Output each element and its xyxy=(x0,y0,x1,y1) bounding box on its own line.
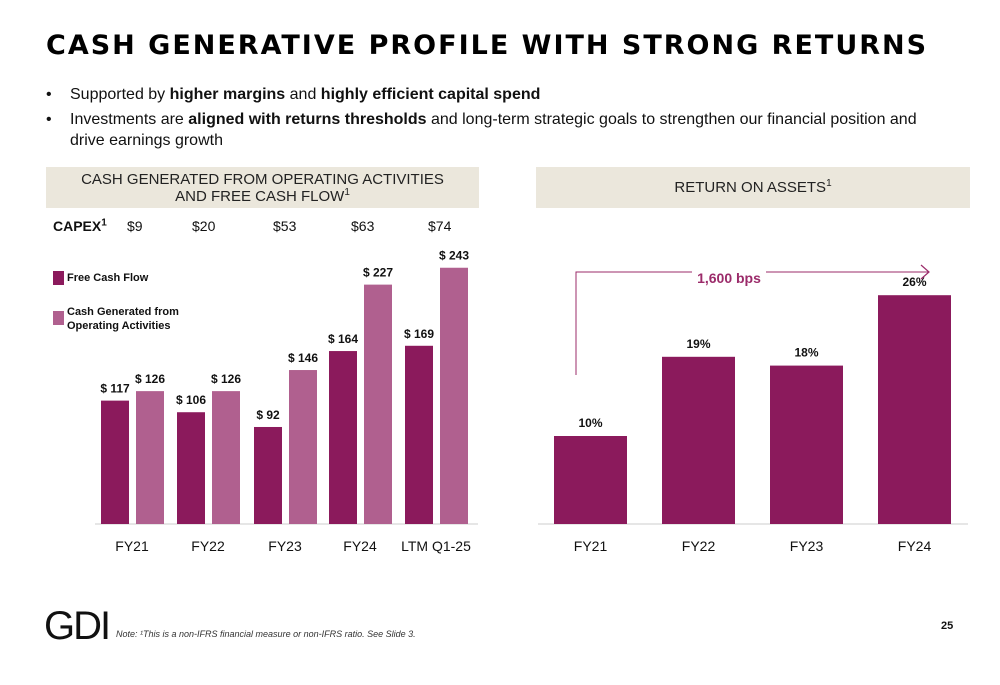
bullet-text: Investments are xyxy=(70,111,189,128)
bar-free-cash-flow xyxy=(254,426,282,524)
data-label-operating-cash: $ 146 xyxy=(288,351,318,365)
legend-swatch-free-cash-flow xyxy=(53,271,64,285)
x-tick-label: FY21 xyxy=(115,538,149,554)
bps-bracket-line xyxy=(575,271,692,375)
bar-free-cash-flow xyxy=(177,412,205,524)
footnote-marker: 1 xyxy=(344,186,350,198)
x-tick-label: FY22 xyxy=(682,538,716,554)
bar-free-cash-flow xyxy=(329,351,357,524)
x-tick-label: FY22 xyxy=(191,538,225,554)
data-label-free-cash-flow: $ 117 xyxy=(100,382,130,396)
bar-operating-cash xyxy=(440,267,468,524)
bar-operating-cash xyxy=(212,391,240,524)
capex-label: CAPEX1 xyxy=(53,218,107,234)
capex-value: $20 xyxy=(192,218,216,234)
bar-return-on-assets xyxy=(878,295,951,524)
data-label-free-cash-flow: $ 106 xyxy=(176,393,206,407)
bar-operating-cash xyxy=(136,391,164,524)
x-tick-label: FY23 xyxy=(268,538,302,554)
bullet-text-bold: higher margins xyxy=(169,86,286,103)
capex-value: $53 xyxy=(273,218,297,234)
x-tick-label: LTM Q1-25 xyxy=(401,538,471,554)
bar-return-on-assets xyxy=(554,436,627,524)
x-tick-label: FY21 xyxy=(574,538,608,554)
footnote-marker: 1 xyxy=(826,178,832,189)
capex-value: $74 xyxy=(428,218,452,234)
cash-chart-header-line2-text: AND FREE CASH FLOW xyxy=(175,187,345,205)
bullet-text-bold: aligned with returns thresholds xyxy=(188,111,427,128)
bullet-item: • Supported by higher margins and highly… xyxy=(46,84,946,105)
roa-chart-header-text: RETURN ON ASSETS xyxy=(674,179,827,196)
bullet-marker: • xyxy=(46,111,52,128)
bar-return-on-assets xyxy=(770,365,843,524)
data-label-free-cash-flow: $ 164 xyxy=(328,332,358,346)
roa-chart-header: RETURN ON ASSETS1 xyxy=(536,167,970,208)
legend-label-free-cash-flow: Free Cash Flow xyxy=(67,272,149,284)
bullet-text: Supported by xyxy=(70,86,170,103)
cash-chart-header-line2: AND FREE CASH FLOW1 xyxy=(175,186,350,205)
cash-chart-header: CASH GENERATED FROM OPERATING ACTIVITIES… xyxy=(46,167,479,208)
data-label-operating-cash: $ 126 xyxy=(135,372,165,386)
bar-operating-cash xyxy=(289,370,317,524)
capex-value: $9 xyxy=(127,218,143,234)
bar-operating-cash xyxy=(364,284,392,524)
data-label-free-cash-flow: $ 92 xyxy=(256,408,280,422)
bullet-marker: • xyxy=(46,86,52,103)
page-title: CASH GENERATIVE PROFILE WITH STRONG RETU… xyxy=(46,30,929,61)
data-label-return-on-assets: 18% xyxy=(794,346,818,360)
legend-label-operating-cash: Cash Generated from Operating Activities xyxy=(67,306,179,332)
bullet-text: and long-term strategic goals to strengt… xyxy=(70,111,917,149)
capex-label-text: CAPEX xyxy=(53,218,102,234)
bullet-text: and xyxy=(285,86,321,103)
cash-chart-header-line1: CASH GENERATED FROM OPERATING ACTIVITIES xyxy=(81,170,444,188)
data-label-free-cash-flow: $ 169 xyxy=(404,327,434,341)
x-tick-label: FY24 xyxy=(343,538,377,554)
legend-swatch-operating-cash xyxy=(53,311,64,325)
bps-annotation: 1,600 bps xyxy=(697,270,761,286)
data-label-return-on-assets: 19% xyxy=(686,337,710,351)
data-label-operating-cash: $ 227 xyxy=(363,266,393,280)
roa-chart-header-line: RETURN ON ASSETS1 xyxy=(674,178,832,197)
bullet-list: • Supported by higher margins and highly… xyxy=(46,84,946,155)
footnote-marker: 1 xyxy=(101,217,107,229)
bar-return-on-assets xyxy=(662,356,735,524)
x-tick-label: FY23 xyxy=(790,538,824,554)
data-label-operating-cash: $ 243 xyxy=(439,249,469,263)
footnote: Note: ¹This is a non-IFRS financial meas… xyxy=(116,629,416,639)
bullet-item: • Investments are aligned with returns t… xyxy=(46,109,946,151)
bar-free-cash-flow xyxy=(405,345,433,524)
x-tick-label: FY24 xyxy=(898,538,932,554)
bps-arrow-head xyxy=(920,264,930,280)
page-number: 25 xyxy=(941,620,954,632)
gdi-logo: GDI xyxy=(44,604,111,648)
capex-value: $63 xyxy=(351,218,375,234)
data-label-operating-cash: $ 126 xyxy=(211,372,241,386)
data-label-return-on-assets: 10% xyxy=(578,416,602,430)
bar-free-cash-flow xyxy=(101,400,129,524)
bullet-text-bold: highly efficient capital spend xyxy=(320,86,541,103)
